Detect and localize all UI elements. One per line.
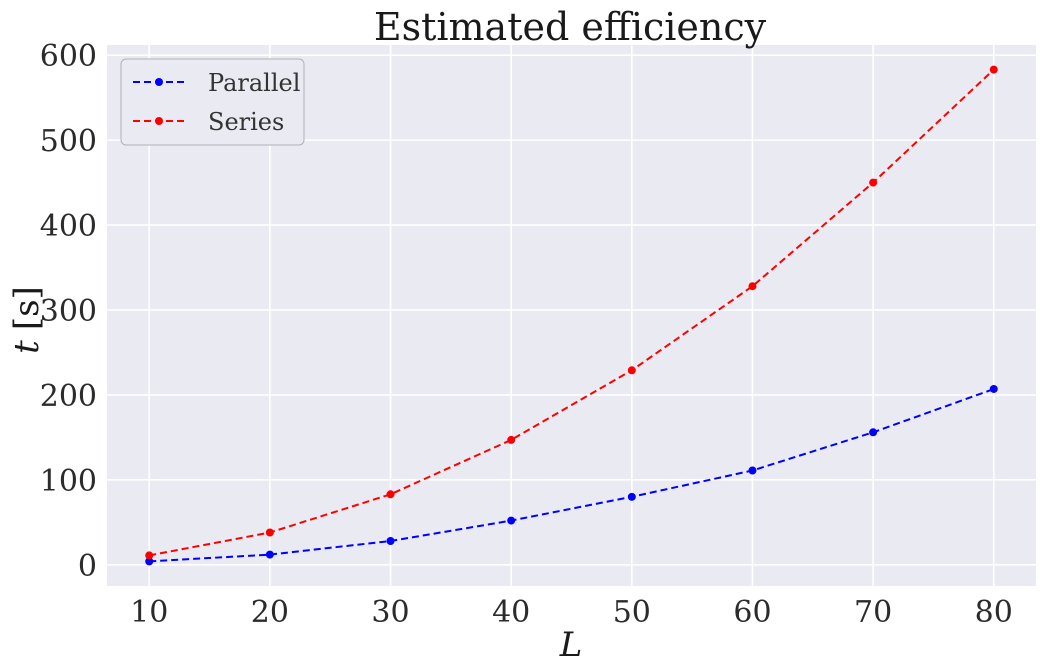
data-point-series: [989, 65, 998, 74]
legend-label-parallel: Parallel: [208, 69, 300, 97]
data-point-parallel: [748, 466, 757, 475]
series-line-series: [149, 68, 995, 557]
data-point-parallel: [265, 550, 274, 559]
legend-label-series: Series: [208, 108, 284, 136]
legend-item-series: Series: [133, 108, 284, 136]
y-tick-label: 500: [40, 124, 97, 159]
x-tick-label: 10: [130, 595, 168, 630]
x-tick-label: 20: [251, 595, 289, 630]
data-point-parallel: [989, 384, 998, 393]
y-axis-label-symbol: t: [7, 340, 47, 354]
legend-marker-parallel: [155, 78, 163, 86]
legend-marker-series: [155, 117, 163, 125]
y-axis-label-unit: [s]: [7, 286, 47, 330]
y-tick-label: 400: [40, 209, 97, 244]
data-point-parallel: [145, 557, 154, 566]
x-axis-label: L: [559, 625, 583, 665]
data-point-series: [869, 178, 878, 187]
data-point-series: [507, 435, 516, 444]
data-point-parallel: [507, 516, 516, 525]
legend-box: [120, 58, 305, 146]
grid: [107, 45, 1036, 586]
data-point-parallel: [627, 492, 636, 501]
x-tick-label: 30: [371, 595, 409, 630]
x-tick-label: 60: [733, 595, 771, 630]
data-point-parallel: [869, 428, 878, 437]
legend: Parallel Series: [120, 58, 305, 146]
x-tick-label: 80: [975, 595, 1013, 630]
x-tick-label: 40: [492, 595, 530, 630]
y-tick-label: 300: [40, 294, 97, 329]
data-point-series: [145, 551, 154, 560]
y-axis-ticks: 0 100 200 300 400 500 600: [40, 39, 97, 584]
series-line-parallel: [149, 388, 995, 563]
data-point-series: [627, 366, 636, 375]
chart-title: Estimated efficiency: [374, 5, 767, 49]
y-axis-label: t [s]: [7, 286, 47, 354]
y-tick-label: 0: [78, 549, 97, 584]
y-tick-label: 100: [40, 464, 97, 499]
x-tick-label: 50: [613, 595, 651, 630]
y-tick-label: 200: [40, 379, 97, 414]
series-layer: [145, 65, 998, 566]
legend-item-parallel: Parallel: [133, 69, 300, 97]
data-point-series: [265, 528, 274, 537]
y-tick-label: 600: [40, 39, 97, 74]
data-point-parallel: [386, 536, 395, 545]
x-axis-ticks: 10 20 30 40 50 60 70 80: [130, 595, 1013, 630]
data-point-series: [386, 490, 395, 499]
x-tick-label: 70: [854, 595, 892, 630]
data-point-series: [748, 282, 757, 291]
